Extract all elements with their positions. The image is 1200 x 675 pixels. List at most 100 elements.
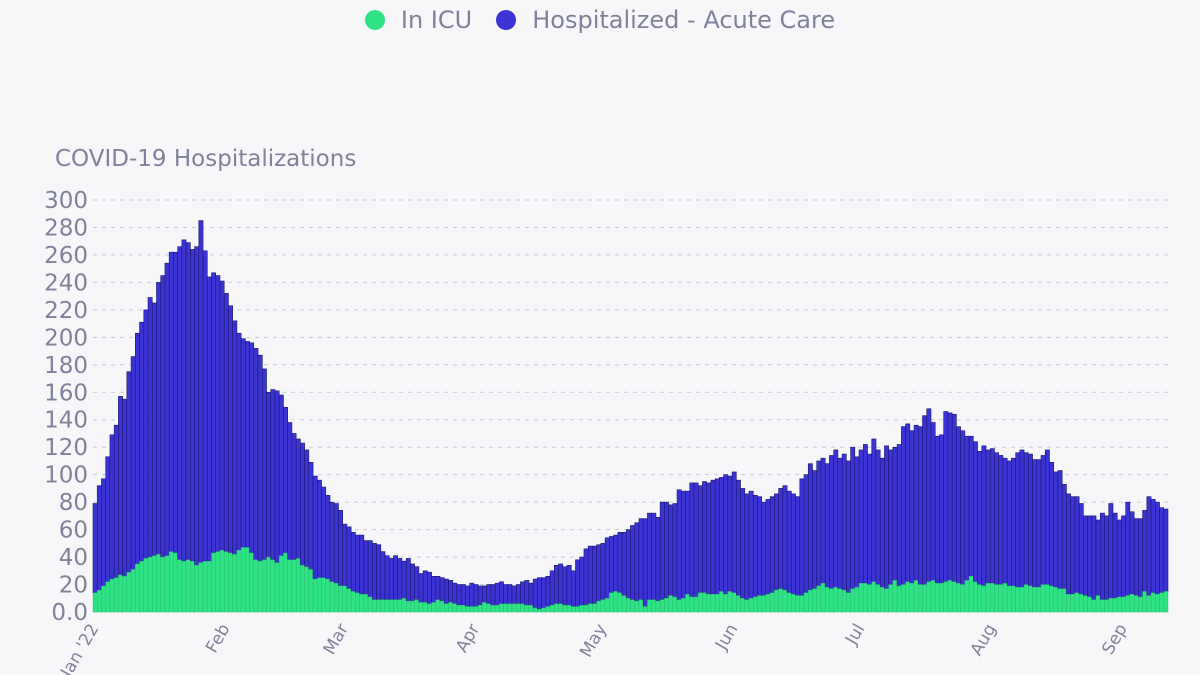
icu-bar[interactable] <box>977 584 982 613</box>
icu-bar[interactable] <box>600 599 606 613</box>
acute-care-bar[interactable] <box>1108 503 1114 599</box>
acute-care-bar[interactable] <box>964 435 970 581</box>
acute-care-bar[interactable] <box>164 262 170 556</box>
icu-bar[interactable] <box>689 596 695 613</box>
acute-care-bar[interactable] <box>744 493 750 600</box>
icu-bar[interactable] <box>736 595 741 613</box>
icu-bar[interactable] <box>867 584 872 613</box>
icu-bar[interactable] <box>397 599 403 613</box>
acute-care-bar[interactable] <box>304 449 310 567</box>
acute-care-bar[interactable] <box>486 584 492 605</box>
acute-care-bar[interactable] <box>554 565 559 605</box>
icu-bar[interactable] <box>659 599 665 613</box>
acute-care-bar[interactable] <box>854 456 860 588</box>
acute-care-bar[interactable] <box>240 338 246 548</box>
icu-bar[interactable] <box>245 547 250 613</box>
acute-care-bar[interactable] <box>236 332 242 551</box>
icu-bar[interactable] <box>998 584 1004 613</box>
icu-bar[interactable] <box>617 592 623 613</box>
acute-care-bar[interactable] <box>1015 452 1021 588</box>
icu-bar[interactable] <box>990 582 995 613</box>
acute-care-bar[interactable] <box>727 475 733 592</box>
acute-care-bar[interactable] <box>600 543 606 600</box>
acute-care-bar[interactable] <box>1002 457 1008 584</box>
acute-care-bar[interactable] <box>613 534 619 592</box>
acute-care-bar[interactable] <box>630 525 636 600</box>
icu-bar[interactable] <box>685 593 690 613</box>
acute-care-bar[interactable] <box>1138 518 1143 598</box>
acute-care-bar[interactable] <box>384 555 390 600</box>
acute-care-bar[interactable] <box>947 412 953 581</box>
icu-bar[interactable] <box>799 595 805 613</box>
icu-bar[interactable] <box>291 559 297 613</box>
acute-care-bar[interactable] <box>609 536 614 594</box>
acute-care-bar[interactable] <box>901 426 906 585</box>
acute-care-bar[interactable] <box>625 529 631 599</box>
icu-bar[interactable] <box>596 600 602 613</box>
icu-bar[interactable] <box>304 566 310 613</box>
icu-bar[interactable] <box>1095 595 1101 613</box>
icu-bar[interactable] <box>274 562 280 613</box>
icu-bar[interactable] <box>782 589 788 613</box>
icu-bar[interactable] <box>943 581 949 613</box>
acute-care-bar[interactable] <box>1006 460 1012 587</box>
icu-bar[interactable] <box>448 602 453 613</box>
icu-bar[interactable] <box>748 598 754 613</box>
icu-bar[interactable] <box>871 581 877 613</box>
icu-bar[interactable] <box>334 582 339 613</box>
acute-care-bar[interactable] <box>160 275 166 558</box>
acute-care-bar[interactable] <box>410 563 415 602</box>
icu-bar[interactable] <box>511 603 517 613</box>
acute-care-bar[interactable] <box>680 490 686 599</box>
acute-care-bar[interactable] <box>333 503 339 584</box>
icu-bar[interactable] <box>803 592 809 613</box>
icu-bar[interactable] <box>634 600 640 613</box>
acute-care-bar[interactable] <box>583 548 589 606</box>
legend-item-acute[interactable]: Hospitalized - Acute Care <box>496 6 835 34</box>
acute-care-bar[interactable] <box>917 426 923 585</box>
icu-bar[interactable] <box>905 581 911 613</box>
acute-care-bar[interactable] <box>862 444 868 584</box>
acute-care-bar[interactable] <box>1099 512 1105 600</box>
acute-care-bar[interactable] <box>748 490 754 599</box>
acute-care-bar[interactable] <box>405 558 411 602</box>
icu-bar[interactable] <box>706 593 712 613</box>
icu-bar[interactable] <box>761 595 767 613</box>
icu-bar[interactable] <box>566 604 572 613</box>
icu-bar[interactable] <box>820 582 826 613</box>
icu-bar[interactable] <box>740 598 745 613</box>
acute-care-bar[interactable] <box>232 320 238 555</box>
acute-care-bar[interactable] <box>668 504 674 596</box>
acute-care-bar[interactable] <box>507 584 513 605</box>
acute-care-bar[interactable] <box>752 494 758 598</box>
acute-care-bar[interactable] <box>1146 496 1152 596</box>
acute-care-bar[interactable] <box>1019 449 1025 588</box>
acute-care-bar[interactable] <box>858 449 864 584</box>
icu-bar[interactable] <box>795 595 800 613</box>
acute-care-bar[interactable] <box>791 493 796 595</box>
icu-bar[interactable] <box>346 588 352 613</box>
acute-care-bar[interactable] <box>1112 512 1118 599</box>
icu-bar[interactable] <box>135 563 140 613</box>
acute-care-bar[interactable] <box>1028 453 1033 587</box>
icu-bar[interactable] <box>765 593 771 613</box>
acute-care-bar[interactable] <box>439 577 445 602</box>
acute-care-bar[interactable] <box>1078 503 1084 595</box>
acute-care-bar[interactable] <box>905 423 911 583</box>
acute-care-bar[interactable] <box>469 582 475 607</box>
acute-care-bar[interactable] <box>253 348 259 561</box>
acute-care-bar[interactable] <box>223 293 229 552</box>
icu-bar[interactable] <box>757 595 762 613</box>
icu-bar[interactable] <box>1087 596 1093 613</box>
icu-bar[interactable] <box>896 585 902 613</box>
acute-care-bar[interactable] <box>562 566 568 606</box>
icu-bar[interactable] <box>901 584 906 613</box>
acute-care-bar[interactable] <box>558 563 564 605</box>
icu-bar[interactable] <box>714 593 720 613</box>
acute-care-bar[interactable] <box>295 438 301 559</box>
icu-bar[interactable] <box>545 606 551 613</box>
acute-care-bar[interactable] <box>245 341 250 548</box>
icu-bar[interactable] <box>655 600 661 613</box>
icu-bar[interactable] <box>723 593 729 613</box>
acute-care-bar[interactable] <box>617 532 623 594</box>
